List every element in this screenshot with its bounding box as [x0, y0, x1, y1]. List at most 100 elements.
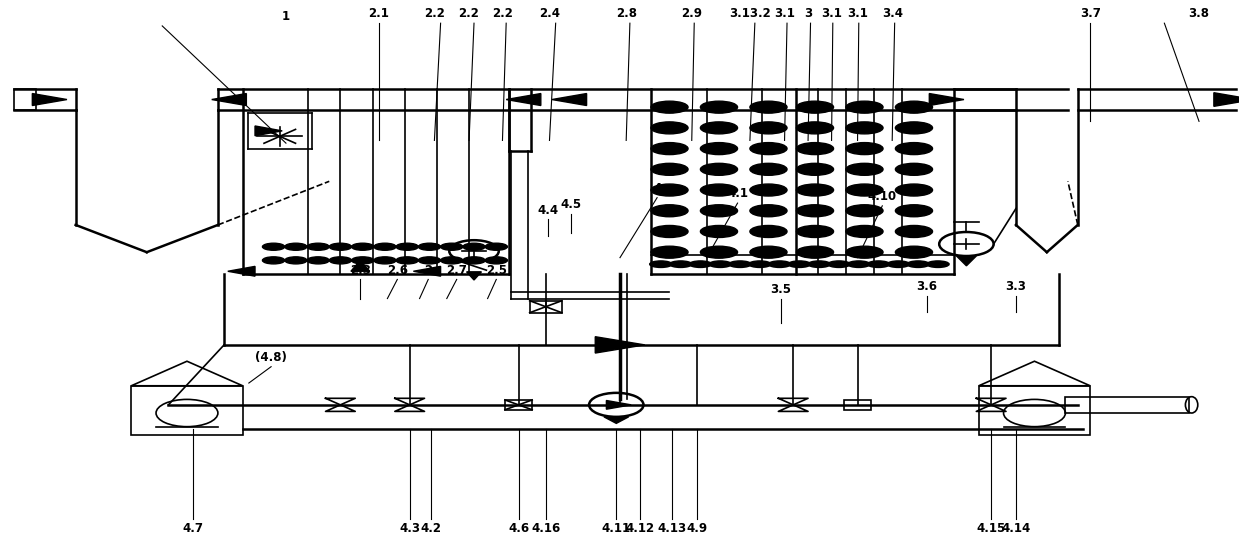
Ellipse shape — [868, 261, 890, 267]
Text: 2.7: 2.7 — [446, 264, 467, 277]
Ellipse shape — [895, 101, 932, 113]
Ellipse shape — [701, 246, 738, 258]
Bar — [505, 400, 532, 410]
Ellipse shape — [789, 261, 811, 267]
Polygon shape — [956, 256, 976, 266]
Polygon shape — [212, 94, 247, 106]
Ellipse shape — [846, 225, 883, 237]
Text: 3.3: 3.3 — [1006, 280, 1027, 293]
Polygon shape — [606, 401, 631, 409]
Ellipse shape — [440, 257, 463, 264]
Ellipse shape — [308, 257, 330, 264]
Ellipse shape — [651, 163, 688, 175]
Ellipse shape — [373, 257, 396, 264]
Ellipse shape — [285, 243, 308, 250]
Text: 1: 1 — [281, 10, 290, 23]
Ellipse shape — [926, 261, 949, 267]
Ellipse shape — [330, 257, 351, 264]
Ellipse shape — [796, 246, 833, 258]
Ellipse shape — [463, 243, 485, 250]
Text: 2.5: 2.5 — [486, 264, 507, 277]
Ellipse shape — [906, 261, 929, 267]
Text: 4.7: 4.7 — [182, 522, 203, 535]
Text: 2.2: 2.2 — [424, 8, 445, 20]
Ellipse shape — [701, 184, 738, 196]
Text: 4.11: 4.11 — [601, 522, 631, 535]
Ellipse shape — [440, 243, 463, 250]
Ellipse shape — [263, 257, 285, 264]
Ellipse shape — [895, 184, 932, 196]
Polygon shape — [466, 272, 481, 280]
Ellipse shape — [418, 243, 440, 250]
Ellipse shape — [888, 261, 909, 267]
Ellipse shape — [396, 257, 418, 264]
Text: 2.4: 2.4 — [539, 8, 560, 20]
Bar — [978, 386, 1090, 435]
Ellipse shape — [463, 257, 485, 264]
Ellipse shape — [701, 142, 738, 155]
Text: 4.10: 4.10 — [868, 190, 897, 203]
Polygon shape — [228, 266, 255, 276]
Text: 4.1: 4.1 — [727, 187, 748, 201]
Polygon shape — [32, 94, 67, 106]
Ellipse shape — [308, 243, 330, 250]
Ellipse shape — [750, 246, 787, 258]
Ellipse shape — [769, 261, 791, 267]
Text: 3.7: 3.7 — [1080, 8, 1101, 20]
Ellipse shape — [701, 205, 738, 217]
Ellipse shape — [895, 225, 932, 237]
Bar — [131, 386, 243, 435]
Ellipse shape — [670, 261, 692, 267]
Ellipse shape — [330, 243, 351, 250]
Ellipse shape — [796, 225, 833, 237]
Text: 3.1: 3.1 — [821, 8, 842, 20]
Text: 4.9: 4.9 — [686, 522, 707, 535]
Ellipse shape — [796, 101, 833, 113]
Text: 4.2: 4.2 — [420, 522, 441, 535]
Ellipse shape — [846, 184, 883, 196]
Ellipse shape — [701, 163, 738, 175]
Polygon shape — [595, 336, 645, 353]
Ellipse shape — [351, 257, 373, 264]
Text: 4.3: 4.3 — [399, 522, 420, 535]
Polygon shape — [506, 94, 541, 106]
Text: 3.4: 3.4 — [882, 8, 903, 20]
Ellipse shape — [828, 261, 851, 267]
Bar — [14, 89, 36, 111]
Ellipse shape — [651, 225, 688, 237]
Ellipse shape — [651, 122, 688, 134]
Text: 3: 3 — [804, 8, 812, 20]
Ellipse shape — [796, 163, 833, 175]
Ellipse shape — [689, 261, 712, 267]
Ellipse shape — [846, 163, 883, 175]
Ellipse shape — [485, 257, 507, 264]
Text: 4.13: 4.13 — [657, 522, 687, 535]
Ellipse shape — [846, 205, 883, 217]
Text: 4.12: 4.12 — [625, 522, 655, 535]
Ellipse shape — [846, 101, 883, 113]
Ellipse shape — [351, 243, 373, 250]
Text: 4.5: 4.5 — [560, 198, 582, 212]
Ellipse shape — [750, 225, 787, 237]
Polygon shape — [255, 126, 283, 136]
Ellipse shape — [796, 205, 833, 217]
Ellipse shape — [485, 243, 507, 250]
Ellipse shape — [285, 257, 308, 264]
Text: 3.8: 3.8 — [1188, 8, 1209, 20]
Polygon shape — [413, 266, 440, 276]
Text: (4.8): (4.8) — [255, 351, 286, 364]
Ellipse shape — [701, 225, 738, 237]
Ellipse shape — [895, 122, 932, 134]
Text: 3.1: 3.1 — [774, 8, 795, 20]
Text: 3.6: 3.6 — [916, 280, 937, 293]
Ellipse shape — [848, 261, 870, 267]
Polygon shape — [604, 417, 629, 424]
Text: 4.16: 4.16 — [531, 522, 560, 535]
Ellipse shape — [846, 122, 883, 134]
Ellipse shape — [709, 261, 732, 267]
Bar — [844, 400, 872, 410]
Ellipse shape — [750, 101, 787, 113]
Polygon shape — [552, 94, 587, 106]
Text: 2.6: 2.6 — [387, 264, 408, 277]
Ellipse shape — [750, 184, 787, 196]
